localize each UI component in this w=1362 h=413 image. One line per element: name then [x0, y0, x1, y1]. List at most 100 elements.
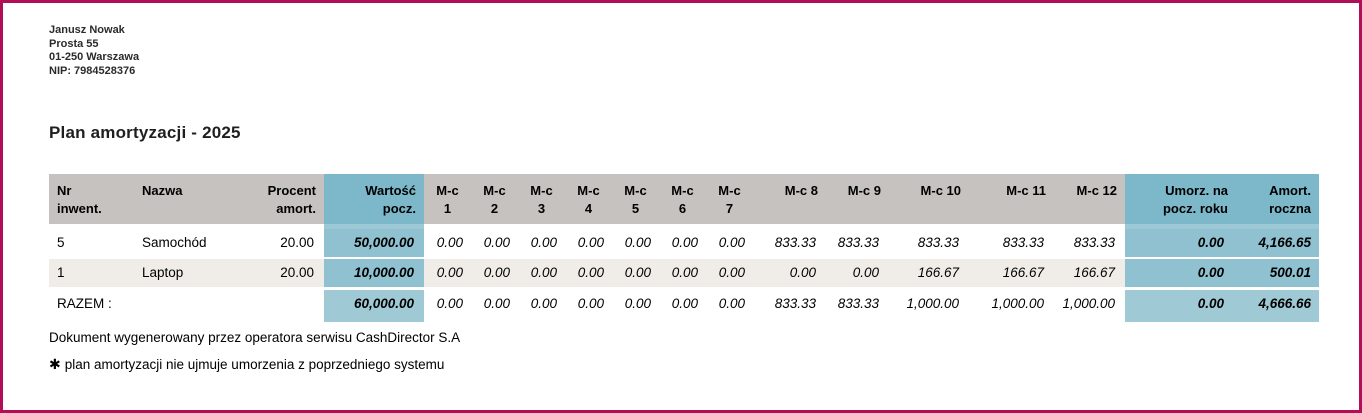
header-label: M-c 10 — [920, 183, 961, 198]
col-header-procent: Procent amort. — [252, 174, 324, 229]
cell-mc: 0.00 — [612, 229, 659, 257]
cell-mc-total: 0.00 — [706, 287, 753, 322]
cell-mc-total: 0.00 — [612, 287, 659, 322]
asset-row-samochod: 5 Samochód 20.00 50,000.00 0.00 0.00 0.0… — [49, 229, 1319, 257]
cell-umorz: 0.00 — [1125, 257, 1236, 287]
header-label: M-c 3 — [530, 183, 553, 216]
cell-amort-roczna: 4,166.65 — [1236, 229, 1319, 257]
cell-mc: 0.00 — [518, 229, 565, 257]
header-label: M-c 12 — [1076, 183, 1117, 198]
cell-mc-total: 0.00 — [518, 287, 565, 322]
cell-mc-total: 1,000.00 — [889, 287, 969, 322]
header-label: M-c 11 — [1006, 183, 1046, 198]
col-header-mc-9: M-c 9 — [826, 174, 889, 229]
col-header-mc-3: M-c 3 — [518, 174, 565, 229]
header-label: M-c 2 — [483, 183, 506, 216]
cell-procent: 20.00 — [252, 257, 324, 287]
footnote: ✱ plan amortyzacji nie ujmuje umorzenia z… — [49, 356, 1315, 373]
cell-mc-total: 1,000.00 — [1054, 287, 1125, 322]
table-header: Nr inwent. Nazwa Procent amort. Wartość … — [49, 174, 1319, 229]
cell-mc: 0.00 — [826, 257, 889, 287]
cell-mc: 833.33 — [826, 229, 889, 257]
cell-mc: 0.00 — [424, 257, 471, 287]
col-header-mc-2: M-c 2 — [471, 174, 518, 229]
letterhead-street: Prosta 55 — [49, 37, 99, 50]
cell-mc: 0.00 — [659, 257, 706, 287]
footnote-text: plan amortyzacji nie ujmuje umorzenia z … — [64, 357, 445, 372]
header-label: M-c 5 — [624, 183, 647, 216]
total-row: RAZEM : 60,000.00 0.00 0.00 0.00 0.00 0.… — [49, 287, 1319, 322]
header-label: M-c 6 — [671, 183, 694, 216]
cell-mc-total: 0.00 — [471, 287, 518, 322]
cell-mc-total: 0.00 — [565, 287, 612, 322]
col-header-umorz-na-pocz-roku: Umorz. na pocz. roku — [1125, 174, 1236, 229]
cell-amort-roczna: 500.01 — [1236, 257, 1319, 287]
col-header-mc-10: M-c 10 — [889, 174, 969, 229]
letterhead-name: Janusz Nowak — [49, 24, 125, 36]
col-header-mc-7: M-c 7 — [706, 174, 753, 229]
cell-mc: 0.00 — [471, 229, 518, 257]
cell-total-label: RAZEM : — [49, 287, 324, 322]
header-label: Wartość pocz. — [365, 183, 416, 216]
header-label: M-c 1 — [436, 183, 459, 216]
cell-wartosc-pocz-total: 60,000.00 — [324, 287, 424, 322]
header-label: M-c 9 — [847, 183, 881, 198]
header-label: Procent amort. — [267, 183, 316, 216]
header-label: Amort. roczna — [1269, 183, 1311, 216]
header-label: Nr inwent. — [57, 183, 102, 216]
col-header-mc-6: M-c 6 — [659, 174, 706, 229]
header-label: M-c 4 — [577, 183, 600, 216]
cell-mc: 0.00 — [706, 257, 753, 287]
col-header-mc-12: M-c 12 — [1054, 174, 1125, 229]
cell-umorz: 0.00 — [1125, 229, 1236, 257]
header-label: Nazwa — [142, 183, 183, 198]
table-body: 5 Samochód 20.00 50,000.00 0.00 0.00 0.0… — [49, 229, 1319, 322]
cell-nr-inwent: 1 — [49, 257, 134, 287]
cell-mc: 0.00 — [518, 257, 565, 287]
cell-mc: 0.00 — [612, 257, 659, 287]
cell-nazwa: Laptop — [134, 257, 252, 287]
cell-wartosc-pocz: 50,000.00 — [324, 229, 424, 257]
cell-mc: 0.00 — [659, 229, 706, 257]
cell-mc: 0.00 — [753, 257, 826, 287]
header-label: M-c 7 — [718, 183, 741, 216]
letterhead-city: 01-250 Warszawa — [49, 51, 140, 63]
generated-by-text: Dokument wygenerowany przez operatora se… — [49, 330, 461, 345]
cell-nr-inwent: 5 — [49, 229, 134, 257]
cell-mc: 833.33 — [969, 229, 1054, 257]
cell-mc: 0.00 — [424, 229, 471, 257]
letterhead-nip: NIP: 7984528376 — [49, 64, 136, 77]
header-label: Umorz. na pocz. roku — [1162, 183, 1228, 216]
cell-mc: 0.00 — [565, 229, 612, 257]
amortization-table: Nr inwent. Nazwa Procent amort. Wartość … — [49, 174, 1319, 322]
page-title: Plan amortyzacji - 2025 — [49, 123, 241, 142]
cell-mc-total: 0.00 — [424, 287, 471, 322]
cell-amort-roczna-total: 4,666.66 — [1236, 287, 1319, 322]
cell-mc: 0.00 — [706, 229, 753, 257]
cell-mc: 0.00 — [565, 257, 612, 287]
cell-mc: 833.33 — [1054, 229, 1125, 257]
col-header-nazwa: Nazwa — [134, 174, 252, 229]
col-header-mc-11: M-c 11 — [969, 174, 1054, 229]
letterhead: Janusz Nowak Prosta 55 01-250 Warszawa N… — [49, 24, 1315, 78]
cell-mc: 166.67 — [889, 257, 969, 287]
cell-umorz-total: 0.00 — [1125, 287, 1236, 322]
cell-procent: 20.00 — [252, 229, 324, 257]
asset-row-laptop: 1 Laptop 20.00 10,000.00 0.00 0.00 0.00 … — [49, 257, 1319, 287]
cell-mc: 166.67 — [969, 257, 1054, 287]
col-header-nr-inwent: Nr inwent. — [49, 174, 134, 229]
document-content: Janusz Nowak Prosta 55 01-250 Warszawa N… — [3, 24, 1359, 373]
header-row: Nr inwent. Nazwa Procent amort. Wartość … — [49, 174, 1319, 229]
header-label: M-c 8 — [784, 183, 818, 198]
col-header-mc-4: M-c 4 — [565, 174, 612, 229]
cell-mc-total: 833.33 — [826, 287, 889, 322]
cell-mc-total: 833.33 — [753, 287, 826, 322]
cell-mc: 166.67 — [1054, 257, 1125, 287]
cell-wartosc-pocz: 10,000.00 — [324, 257, 424, 287]
col-header-mc-1: M-c 1 — [424, 174, 471, 229]
cell-mc: 833.33 — [753, 229, 826, 257]
col-header-mc-8: M-c 8 — [753, 174, 826, 229]
cell-mc-total: 0.00 — [659, 287, 706, 322]
cell-mc: 833.33 — [889, 229, 969, 257]
